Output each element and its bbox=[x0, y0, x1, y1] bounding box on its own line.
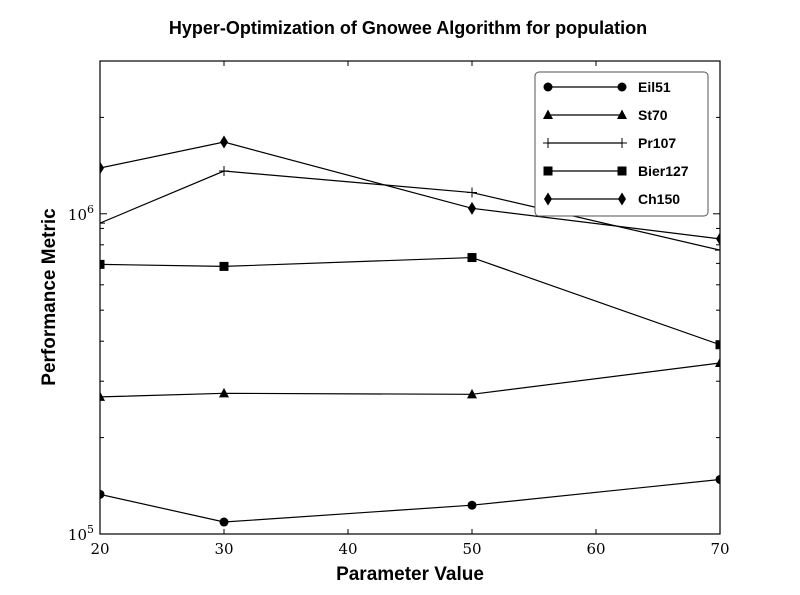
x-tick-label: 40 bbox=[338, 540, 357, 558]
legend: Eil51 St70 Pr107 Bier127 Ch150 bbox=[543, 79, 689, 207]
data-point-st70 bbox=[715, 357, 720, 367]
series-pr107 bbox=[100, 166, 720, 256]
series-line-ch150 bbox=[100, 141, 720, 240]
legend-label: St70 bbox=[638, 107, 668, 123]
data-point-eil51 bbox=[467, 500, 477, 510]
legend-marker bbox=[543, 166, 553, 176]
data-point-bier127 bbox=[100, 259, 105, 269]
data-point-st70 bbox=[219, 387, 229, 398]
chart-title: Hyper-Optimization of Gnowee Algorithm f… bbox=[169, 18, 647, 38]
legend-marker bbox=[617, 109, 627, 119]
series-ch150 bbox=[100, 135, 720, 246]
legend-marker bbox=[543, 138, 553, 148]
legend-marker bbox=[543, 82, 553, 92]
data-point-bier127 bbox=[467, 253, 477, 263]
plot-frame bbox=[99, 60, 721, 535]
data-point-ch150 bbox=[468, 201, 476, 215]
data-point-st70 bbox=[100, 391, 105, 401]
y-tick-label: 106 bbox=[68, 203, 94, 224]
series-bier127 bbox=[100, 253, 720, 350]
series-eil51 bbox=[100, 474, 720, 527]
series-line-st70 bbox=[100, 362, 720, 398]
data-point-st70 bbox=[467, 388, 477, 399]
series-line-eil51 bbox=[100, 478, 720, 523]
x-tick-label: 30 bbox=[214, 540, 233, 558]
data-point-pr107 bbox=[219, 166, 229, 177]
legend-marker bbox=[544, 192, 552, 206]
legend-item-bier127: Bier127 bbox=[543, 163, 689, 179]
legend-item-st70: St70 bbox=[543, 107, 668, 123]
legend-marker bbox=[617, 166, 627, 176]
data-point-ch150 bbox=[100, 161, 104, 175]
x-tick-label: 50 bbox=[462, 540, 481, 558]
series-layer bbox=[100, 135, 720, 527]
data-point-bier127 bbox=[219, 261, 229, 271]
series-st70 bbox=[100, 357, 720, 401]
legend-item-ch150: Ch150 bbox=[544, 191, 680, 207]
legend-label: Pr107 bbox=[638, 135, 676, 151]
x-tick-label: 70 bbox=[710, 540, 729, 558]
data-point-pr107 bbox=[715, 245, 720, 256]
legend-marker bbox=[618, 192, 626, 206]
x-tick-label: 60 bbox=[586, 540, 605, 558]
series-line-pr107 bbox=[100, 170, 720, 251]
legend-marker bbox=[617, 138, 627, 148]
legend-item-pr107: Pr107 bbox=[543, 135, 676, 151]
legend-marker bbox=[617, 82, 627, 92]
legend-label: Ch150 bbox=[638, 191, 680, 207]
legend-item-eil51: Eil51 bbox=[543, 79, 671, 95]
series-line-bier127 bbox=[100, 256, 720, 346]
legend-label: Eil51 bbox=[638, 79, 671, 95]
data-point-pr107 bbox=[467, 187, 477, 198]
legend-marker bbox=[543, 109, 553, 119]
data-point-ch150 bbox=[220, 135, 228, 149]
data-point-eil51 bbox=[715, 474, 720, 484]
y-axis-label: Performance Metric bbox=[39, 208, 60, 386]
x-tick-label: 20 bbox=[90, 540, 109, 558]
x-axis-label: Parameter Value bbox=[336, 564, 484, 585]
data-point-ch150 bbox=[716, 232, 720, 246]
data-point-eil51 bbox=[100, 489, 105, 499]
data-point-eil51 bbox=[219, 517, 229, 527]
legend-label: Bier127 bbox=[638, 163, 689, 179]
data-point-pr107 bbox=[100, 218, 105, 229]
data-point-bier127 bbox=[715, 340, 720, 350]
